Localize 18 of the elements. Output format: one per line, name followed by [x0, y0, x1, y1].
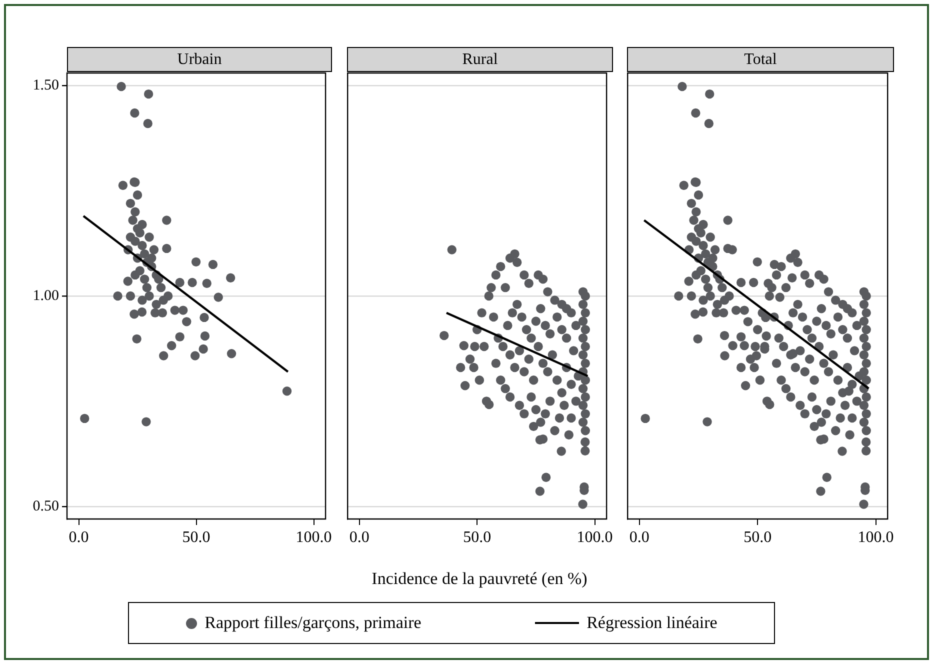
legend-label: Rapport filles/garçons, primaire [204, 613, 422, 633]
x-tick-label: 50.0 [182, 528, 210, 546]
x-tick-label: 0.0 [349, 528, 370, 546]
y-tick-label: 1.00 [32, 288, 59, 304]
legend-label: Régression linéaire [586, 613, 718, 633]
x-tick-label: 100.0 [576, 528, 613, 546]
x-tick-label: 100.0 [296, 528, 332, 546]
x-tick-label: 100.0 [858, 528, 894, 546]
x-axis-title: Incidence de la pauvreté (en %) [370, 569, 588, 589]
y-tick-label: 1.50 [32, 78, 59, 94]
chart-title: Urbain [67, 47, 332, 72]
chart-title: Rural [347, 47, 613, 72]
chart-title: Total [627, 47, 894, 72]
x-tick-label: 50.0 [463, 528, 492, 546]
x-tick-label: 0.0 [629, 528, 650, 546]
x-tick-label: 50.0 [744, 528, 772, 546]
x-tick-label: 0.0 [68, 528, 89, 546]
y-tick-label: 0.50 [32, 498, 59, 514]
